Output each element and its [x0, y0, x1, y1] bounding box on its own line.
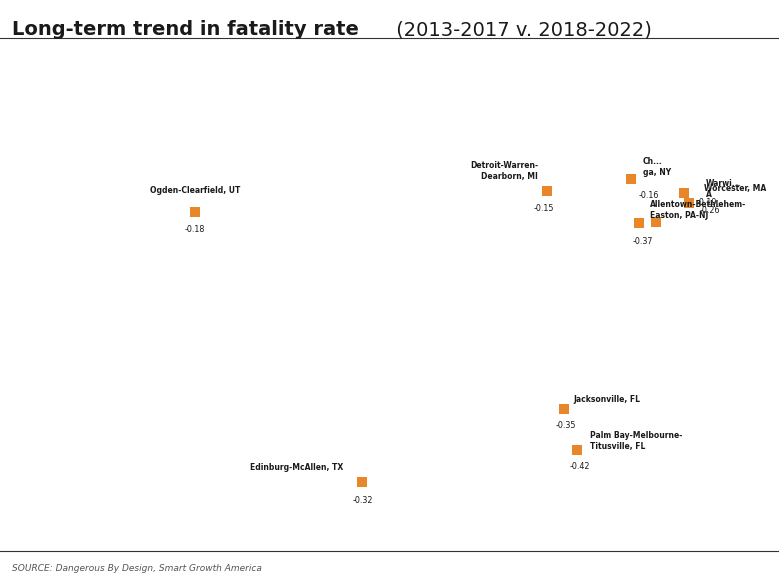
Text: Warwi...
A: Warwi... A [706, 179, 742, 199]
Text: Jacksonville, FL: Jacksonville, FL [573, 395, 640, 405]
Text: -0.18: -0.18 [185, 225, 206, 234]
Text: SOURCE: Dangerous By Design, Smart Growth America: SOURCE: Dangerous By Design, Smart Growt… [12, 564, 262, 573]
Text: Palm Bay-Melbourne-
Titusville, FL: Palm Bay-Melbourne- Titusville, FL [590, 431, 682, 451]
Text: Allentown-Bethlehem-
Easton, PA-NJ: Allentown-Bethlehem- Easton, PA-NJ [650, 200, 746, 220]
Text: -0.16: -0.16 [639, 191, 659, 200]
Text: Ch...
ga, NY: Ch... ga, NY [643, 157, 671, 177]
Text: -0.37: -0.37 [633, 237, 653, 246]
Text: Worcester, MA: Worcester, MA [703, 184, 766, 192]
Text: Detroit-Warren-
Dearborn, MI: Detroit-Warren- Dearborn, MI [470, 161, 538, 181]
Text: -0.15: -0.15 [534, 205, 555, 213]
Text: -0.42: -0.42 [569, 462, 590, 472]
Text: Ogden-Clearfield, UT: Ogden-Clearfield, UT [150, 186, 240, 195]
Text: Long-term trend in fatality rate: Long-term trend in fatality rate [12, 20, 358, 40]
Text: -0.32: -0.32 [352, 496, 373, 505]
Text: -0.35: -0.35 [555, 421, 576, 430]
Text: (2013-2017 v. 2018-2022): (2013-2017 v. 2018-2022) [390, 20, 651, 40]
Text: Edinburg-McAllen, TX: Edinburg-McAllen, TX [250, 463, 344, 472]
Text: -0.26: -0.26 [700, 206, 721, 215]
Text: -0.19: -0.19 [696, 198, 717, 207]
